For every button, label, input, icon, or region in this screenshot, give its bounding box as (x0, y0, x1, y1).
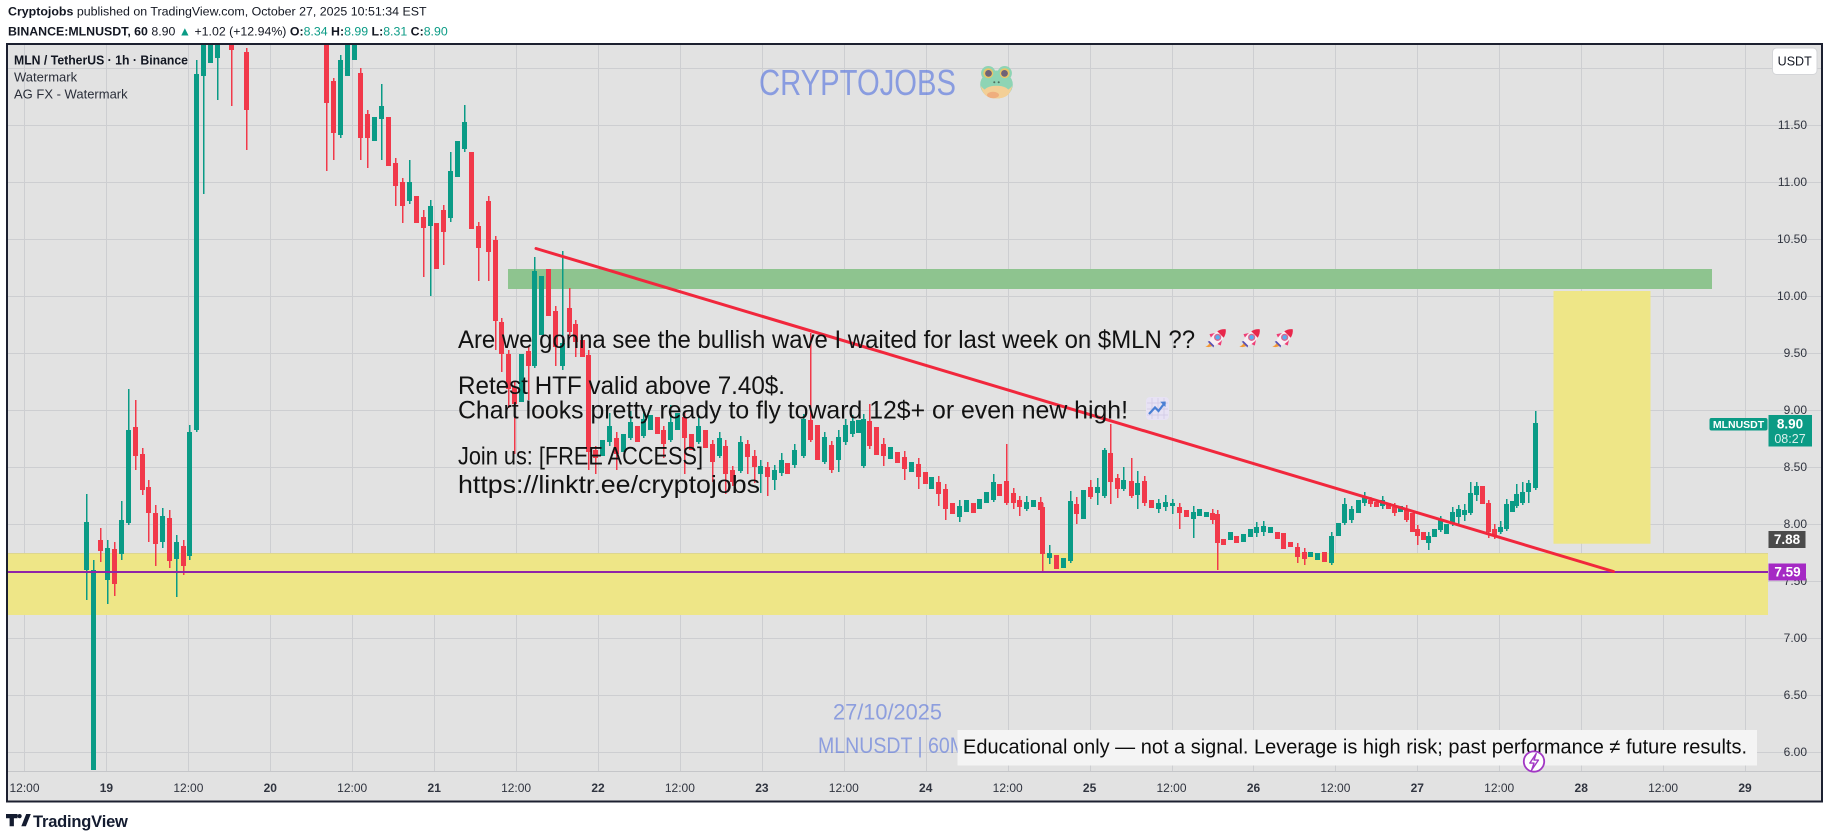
svg-text:Retest HTF valid above 7.40$.: Retest HTF valid above 7.40$. (458, 372, 785, 400)
svg-text:8.00: 8.00 (1784, 517, 1808, 531)
svg-text:27/10/2025: 27/10/2025 (833, 700, 942, 725)
svg-text:10.00: 10.00 (1777, 289, 1807, 303)
svg-text:7.59: 7.59 (1774, 565, 1800, 580)
svg-text:27: 27 (1411, 781, 1425, 795)
svg-text:MLN / TetherUS · 1h · Binance: MLN / TetherUS · 1h · Binance (14, 53, 188, 68)
svg-text:25: 25 (1083, 781, 1097, 795)
svg-text:Cryptojobs published on Tradin: Cryptojobs published on TradingView.com,… (8, 5, 427, 19)
svg-text:12:00: 12:00 (1484, 781, 1514, 795)
svg-text:BINANCE:MLNUSDT, 60 8.90 ▲ +1: BINANCE:MLNUSDT, 60 8.90 ▲ +1.02 (+12.94… (8, 25, 448, 39)
svg-text:Watermark: Watermark (14, 70, 78, 85)
svg-text:11.50: 11.50 (1778, 118, 1807, 132)
svg-text:12:00: 12:00 (829, 781, 859, 795)
svg-text:26: 26 (1247, 781, 1261, 795)
svg-text:12:00: 12:00 (1156, 781, 1186, 795)
svg-text:12:00: 12:00 (501, 781, 531, 795)
svg-text:USDT: USDT (1778, 55, 1812, 69)
svg-text:21: 21 (428, 781, 442, 795)
svg-text:12:00: 12:00 (9, 781, 39, 795)
svg-text:20: 20 (264, 781, 278, 795)
svg-text:8.90: 8.90 (1777, 417, 1803, 432)
svg-text:Chart looks pretty ready to fl: Chart looks pretty ready to fly toward 1… (458, 396, 1128, 424)
svg-text:7.00: 7.00 (1784, 631, 1808, 645)
svg-text:12:00: 12:00 (665, 781, 695, 795)
svg-text:CRYPTOJOBS: CRYPTOJOBS (759, 62, 956, 103)
svg-text:https://linktr.ee/cryptojobs: https://linktr.ee/cryptojobs (458, 471, 760, 499)
svg-text:24: 24 (919, 781, 933, 795)
svg-text:AG FX - Watermark: AG FX - Watermark (14, 87, 128, 102)
svg-text:Join us: [FREE ACCESS]: Join us: [FREE ACCESS] (458, 443, 703, 471)
svg-text:12:00: 12:00 (1320, 781, 1350, 795)
svg-text:MLNUSDT | 60M: MLNUSDT | 60M (818, 733, 966, 758)
svg-text:29: 29 (1738, 781, 1752, 795)
svg-text:MLNUSDT: MLNUSDT (1713, 419, 1765, 431)
svg-text:7.88: 7.88 (1774, 532, 1801, 547)
svg-text:TradingView: TradingView (33, 813, 128, 831)
svg-text:28: 28 (1575, 781, 1589, 795)
svg-text:23: 23 (755, 781, 769, 795)
svg-text:22: 22 (591, 781, 605, 795)
svg-text:19: 19 (100, 781, 114, 795)
svg-text:8.50: 8.50 (1784, 460, 1808, 474)
svg-text:08:27: 08:27 (1774, 432, 1805, 446)
svg-text:12:00: 12:00 (993, 781, 1023, 795)
svg-text:11.00: 11.00 (1778, 175, 1807, 189)
svg-text:6.50: 6.50 (1784, 688, 1808, 702)
svg-text:10.50: 10.50 (1777, 232, 1807, 246)
svg-text:12:00: 12:00 (1648, 781, 1678, 795)
svg-text:12:00: 12:00 (173, 781, 203, 795)
svg-text:6.00: 6.00 (1784, 745, 1808, 759)
svg-text:Are we gonna see the bullish w: Are we gonna see the bullish wave I wait… (458, 326, 1195, 354)
svg-text:Educational only — not a signa: Educational only — not a signal. Leverag… (963, 736, 1747, 759)
svg-text:9.50: 9.50 (1784, 346, 1808, 360)
svg-text:12:00: 12:00 (337, 781, 367, 795)
svg-text:9.00: 9.00 (1784, 403, 1808, 417)
